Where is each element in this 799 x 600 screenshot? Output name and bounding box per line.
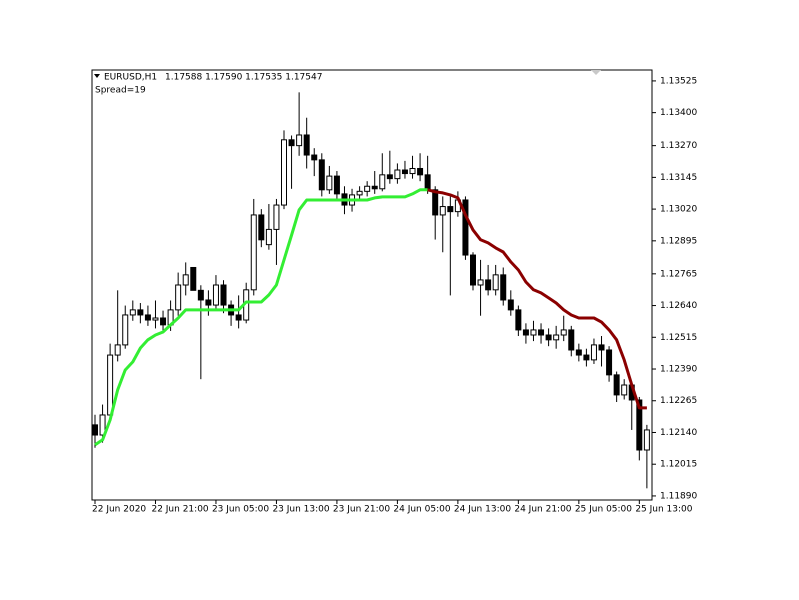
spread: Spread=19 xyxy=(95,86,146,96)
y-tick-label: 1.12640 xyxy=(660,301,697,311)
candle-body xyxy=(114,344,121,356)
candle-body xyxy=(432,189,439,216)
candle-body xyxy=(500,274,507,301)
candle-body xyxy=(250,214,257,291)
candle-body xyxy=(575,349,582,356)
candle-body xyxy=(129,309,136,316)
candle-body xyxy=(568,329,575,351)
x-tick-label: 23 Jun 05:00 xyxy=(212,505,269,515)
y-tick-label: 1.13400 xyxy=(660,108,697,118)
candle-body xyxy=(212,284,219,306)
candle-body xyxy=(379,174,386,190)
indicator-line xyxy=(94,188,428,447)
candle-body xyxy=(439,206,446,216)
candle-body xyxy=(394,169,401,180)
candle-body xyxy=(507,299,514,311)
candle-body xyxy=(560,329,567,336)
candle-body xyxy=(424,174,431,191)
candle-body xyxy=(122,314,129,346)
candle-body xyxy=(318,159,325,191)
candle-body xyxy=(265,228,272,246)
candle-body xyxy=(205,299,212,306)
candle-body xyxy=(197,289,204,301)
candle-body xyxy=(553,334,560,341)
candle-body xyxy=(538,329,545,336)
candle-body xyxy=(303,134,310,156)
candle-body xyxy=(636,399,643,451)
candle-body xyxy=(485,279,492,291)
x-tick-label: 25 Jun 13:00 xyxy=(635,505,692,515)
candle-body xyxy=(583,354,590,361)
candle-body xyxy=(107,354,114,416)
y-tick-label: 1.13145 xyxy=(660,173,697,183)
y-tick-label: 1.11890 xyxy=(660,491,697,501)
y-tick-label: 1.13525 xyxy=(660,76,697,86)
candle-body xyxy=(401,169,408,175)
candle-body xyxy=(643,429,650,451)
quote: 1.17588 1.17590 1.17535 1.17547 xyxy=(165,73,322,83)
candle-body xyxy=(613,374,620,396)
candle-body xyxy=(386,174,393,180)
candle-body xyxy=(99,414,106,436)
y-tick-label: 1.12765 xyxy=(660,269,697,279)
y-tick-label: 1.12390 xyxy=(660,365,697,375)
candle-body xyxy=(371,185,378,190)
candle-body xyxy=(92,424,98,436)
candle-body xyxy=(258,214,265,241)
y-tick-label: 1.13270 xyxy=(660,141,697,151)
candle-body xyxy=(606,349,613,376)
candle-body xyxy=(409,167,416,175)
x-tick-label: 24 Jun 05:00 xyxy=(393,505,450,515)
candle-body xyxy=(220,284,227,306)
indicator-line xyxy=(427,188,647,410)
x-tick-label: 23 Jun 13:00 xyxy=(272,505,329,515)
y-tick-label: 1.12515 xyxy=(660,333,697,343)
x-tick-label: 25 Jun 05:00 xyxy=(575,505,632,515)
y-tick-label: 1.13020 xyxy=(660,205,697,215)
candle-body xyxy=(522,329,529,336)
symbol-menu-arrow[interactable] xyxy=(94,74,100,78)
candle-body xyxy=(152,317,159,321)
candle-body xyxy=(273,204,280,230)
candle-body xyxy=(598,344,605,351)
candle-body xyxy=(235,314,242,321)
x-tick-label: 22 Jun 21:00 xyxy=(151,505,208,515)
y-tick-label: 1.12015 xyxy=(660,460,697,470)
candle-body xyxy=(621,384,628,396)
x-tick-label: 24 Jun 13:00 xyxy=(454,505,511,515)
candle-body xyxy=(288,139,295,147)
x-tick-label: 22 Jun 2020 xyxy=(92,505,146,515)
candle-body xyxy=(470,254,476,286)
candle-body xyxy=(417,167,424,176)
shift-marker xyxy=(591,70,601,75)
x-tick-label: 23 Jun 21:00 xyxy=(333,505,390,515)
candle-body xyxy=(447,206,454,213)
candle-body xyxy=(137,309,144,316)
x-tick-label: 24 Jun 21:00 xyxy=(514,505,571,515)
candle-body xyxy=(530,329,537,336)
candle-body xyxy=(515,309,522,331)
candle-body xyxy=(356,190,363,196)
candle-body xyxy=(545,334,552,341)
candle-body xyxy=(462,199,469,256)
candle-body xyxy=(190,266,197,291)
y-tick-label: 1.12140 xyxy=(660,428,697,438)
y-tick-label: 1.12895 xyxy=(660,236,697,246)
candle-body xyxy=(477,279,484,286)
candle-body xyxy=(333,175,340,195)
y-tick-label: 1.12265 xyxy=(660,396,697,406)
candle-body xyxy=(326,175,333,191)
candle-body xyxy=(182,274,189,286)
candle-body xyxy=(364,185,371,192)
candle-body xyxy=(296,134,303,147)
candle-body xyxy=(590,344,597,361)
candle-body xyxy=(492,274,499,291)
candle-body xyxy=(175,284,182,311)
candle-body xyxy=(311,154,318,161)
candle-body xyxy=(160,317,167,326)
symbol: EURUSD,H1 xyxy=(104,73,157,83)
candle-body xyxy=(281,139,287,206)
candle-body xyxy=(144,314,151,321)
